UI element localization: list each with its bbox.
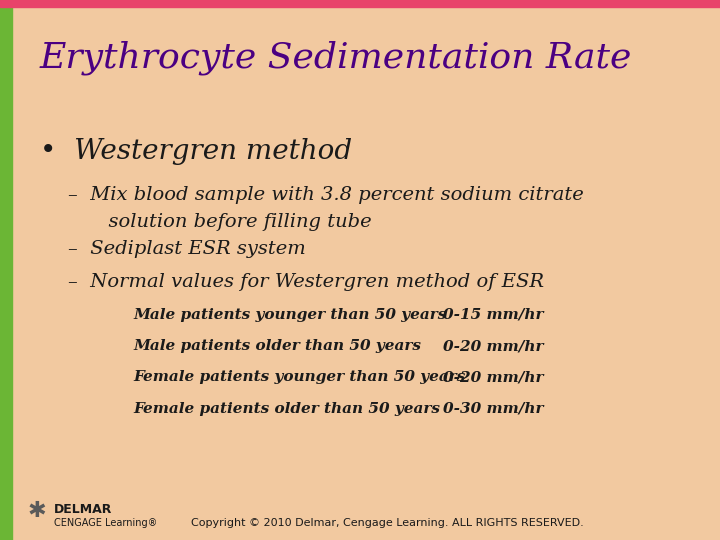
Text: Female patients older than 50 years: Female patients older than 50 years [133,402,440,416]
Text: CENGAGE Learning®: CENGAGE Learning® [54,518,158,529]
Bar [0,0,720,7]
Text: Male patients younger than 50 years: Male patients younger than 50 years [133,308,446,322]
Text: 0-15 mm/hr: 0-15 mm/hr [443,308,544,322]
Text: 0-20 mm/hr: 0-20 mm/hr [443,370,544,384]
Text: DELMAR: DELMAR [54,503,112,516]
Text: –  Mix blood sample with 3.8 percent sodium citrate: – Mix blood sample with 3.8 percent sodi… [68,186,584,204]
Text: –  Sediplast ESR system: – Sediplast ESR system [68,240,306,258]
Text: •  Westergren method: • Westergren method [40,138,352,165]
Text: 0-20 mm/hr: 0-20 mm/hr [443,339,544,353]
Text: –  Normal values for Westergren method of ESR: – Normal values for Westergren method of… [68,273,544,291]
Bar [0,0,12,540]
Text: solution before filling tube: solution before filling tube [96,213,372,231]
Text: ✱: ✱ [27,501,46,521]
Text: Erythrocyte Sedimentation Rate: Erythrocyte Sedimentation Rate [40,40,632,75]
Text: 0-30 mm/hr: 0-30 mm/hr [443,402,544,416]
Text: Copyright © 2010 Delmar, Cengage Learning. ALL RIGHTS RESERVED.: Copyright © 2010 Delmar, Cengage Learnin… [191,518,583,529]
Text: Female patients younger than 50 years: Female patients younger than 50 years [133,370,466,384]
Text: Male patients older than 50 years: Male patients older than 50 years [133,339,421,353]
